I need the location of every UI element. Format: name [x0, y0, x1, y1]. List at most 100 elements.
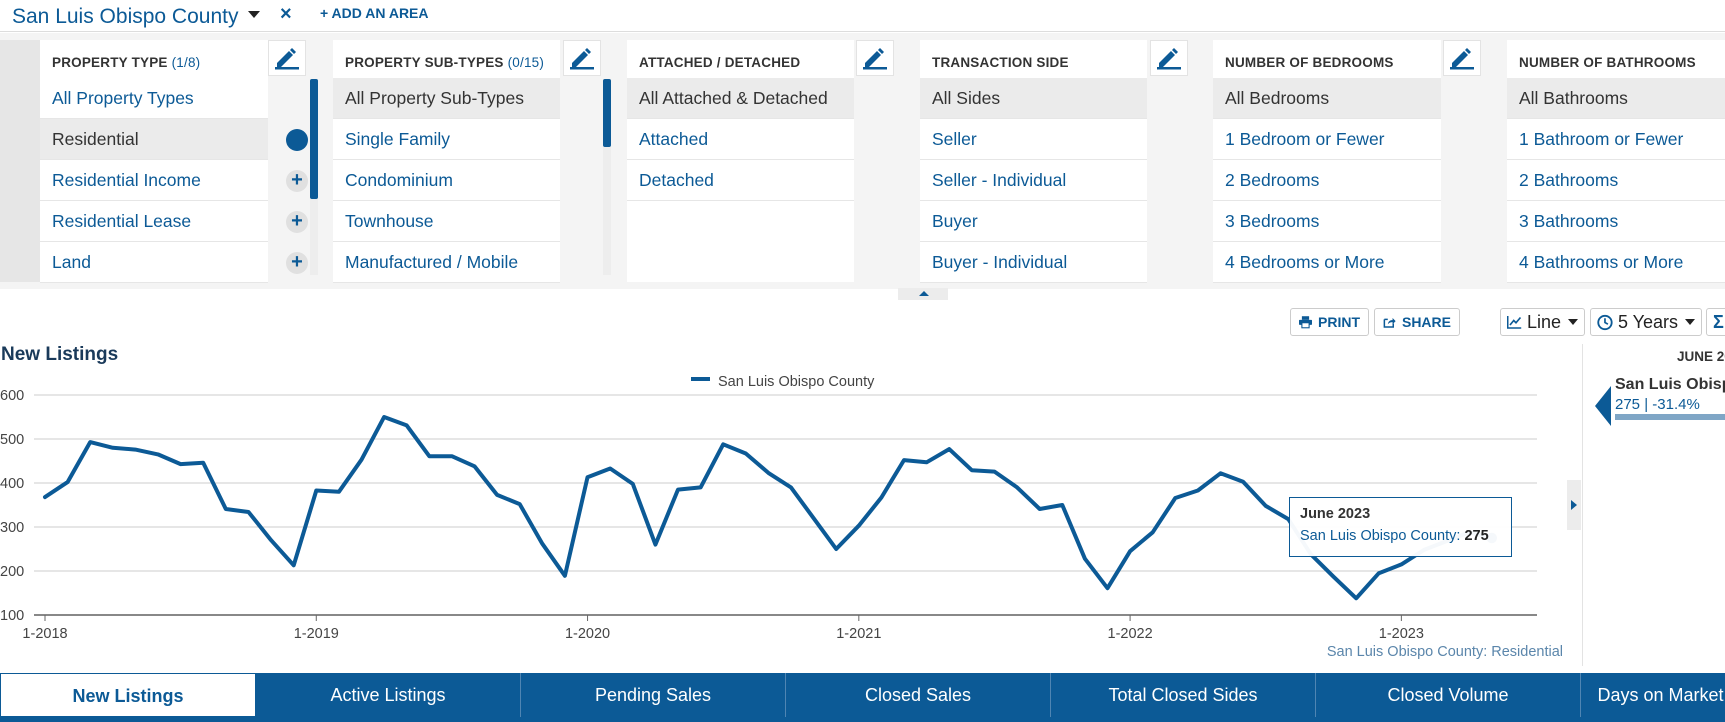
- filter-option[interactable]: Attached: [627, 119, 854, 160]
- print-label: PRINT: [1318, 314, 1360, 330]
- filter-option[interactable]: All Property Types: [40, 78, 268, 119]
- tab-new-listings[interactable]: New Listings: [0, 673, 256, 717]
- edit-filter-button[interactable]: [563, 40, 601, 76]
- filter-panel-edge: [0, 40, 40, 282]
- chevron-down-icon[interactable]: [248, 11, 260, 18]
- edit-filter-button[interactable]: [268, 40, 306, 76]
- filter-scrollbar[interactable]: [310, 79, 318, 275]
- filter-option[interactable]: 2 Bedrooms: [1213, 160, 1441, 201]
- line-chart-icon: [1507, 316, 1522, 329]
- period-select[interactable]: 5 Years: [1590, 308, 1702, 336]
- scrollbar-thumb[interactable]: [603, 79, 611, 147]
- filter-option-label: Manufactured / Mobile: [345, 252, 519, 272]
- tab-days-on-market[interactable]: Days on Market: [1581, 673, 1725, 717]
- filter-option-label: 3 Bathrooms: [1519, 211, 1619, 231]
- x-tick-label: 1-2019: [294, 626, 339, 642]
- tab-closed-volume[interactable]: Closed Volume: [1316, 673, 1581, 717]
- sum-select[interactable]: Σ: [1706, 308, 1725, 336]
- filter-option-label: Seller - Individual: [932, 170, 1067, 190]
- y-tick-label: 600: [0, 388, 24, 404]
- add-filter-button[interactable]: +: [286, 170, 308, 192]
- filter-option[interactable]: 3 Bathrooms: [1507, 201, 1725, 242]
- print-button[interactable]: PRINT: [1290, 308, 1369, 336]
- filter-option[interactable]: Residential Income +: [40, 160, 308, 201]
- chart-type-select[interactable]: Line: [1500, 308, 1585, 336]
- filter-option[interactable]: Seller: [920, 119, 1147, 160]
- filter-column: NUMBER OF BEDROOMS All Bedrooms 1 Bedroom …: [1213, 40, 1441, 283]
- edit-filter-button[interactable]: [1150, 40, 1188, 76]
- side-panel-toggle[interactable]: [1567, 480, 1581, 530]
- tab-closed-sales[interactable]: Closed Sales: [786, 673, 1051, 717]
- tab-active-listings[interactable]: Active Listings: [256, 673, 521, 717]
- filter-option-label: 1 Bedroom or Fewer: [1225, 129, 1385, 149]
- pencil-icon: [1450, 48, 1474, 70]
- filter-option[interactable]: Residential Lease +: [40, 201, 308, 242]
- share-button[interactable]: SHARE: [1374, 308, 1460, 336]
- edit-filter-button[interactable]: [1443, 40, 1481, 76]
- add-filter-button[interactable]: +: [286, 252, 308, 274]
- filter-option-label: 4 Bathrooms or More: [1519, 252, 1684, 272]
- filter-option-label: Residential Lease: [52, 211, 192, 231]
- filter-option[interactable]: Townhouse: [333, 201, 560, 242]
- filter-option-label: Seller: [932, 129, 977, 149]
- sigma-icon: Σ: [1713, 311, 1724, 332]
- pencil-icon: [1157, 48, 1181, 70]
- pointer-arrow-icon: [1595, 386, 1611, 426]
- filter-column-title: NUMBER OF BEDROOMS: [1225, 55, 1394, 70]
- filter-option-label: 1 Bathroom or Fewer: [1519, 129, 1684, 149]
- filter-option[interactable]: 4 Bathrooms or More: [1507, 242, 1725, 283]
- filter-option-label: All Sides: [932, 88, 1001, 108]
- filter-column: NUMBER OF BATHROOMS All Bathrooms 1 Bathro…: [1507, 40, 1725, 283]
- remove-area-button[interactable]: ×: [280, 3, 292, 25]
- edit-filter-button[interactable]: [856, 40, 894, 76]
- filter-panel: PROPERTY TYPE (1/8) All Property Types Res…: [0, 33, 1725, 289]
- filter-option[interactable]: Manufactured / Mobile: [333, 242, 560, 283]
- filter-option-label: All Bedrooms: [1225, 88, 1330, 108]
- add-filter-button[interactable]: +: [286, 211, 308, 233]
- filter-option[interactable]: 4 Bedrooms or More: [1213, 242, 1441, 283]
- add-area-button[interactable]: + ADD AN AREA: [320, 5, 429, 21]
- filter-option[interactable]: All Property Sub-Types: [333, 78, 560, 119]
- filter-column-header: NUMBER OF BEDROOMS: [1213, 40, 1441, 78]
- filter-option-label: All Property Types: [52, 88, 194, 108]
- filter-option[interactable]: 1 Bathroom or Fewer: [1507, 119, 1725, 160]
- filter-option[interactable]: 1 Bedroom or Fewer: [1213, 119, 1441, 160]
- filter-option[interactable]: All Sides: [920, 78, 1147, 119]
- filter-option[interactable]: 3 Bedrooms: [1213, 201, 1441, 242]
- area-select[interactable]: San Luis Obispo County: [12, 5, 239, 28]
- filter-option[interactable]: Buyer: [920, 201, 1147, 242]
- metric-tabs: New Listings Active Listings Pending Sales…: [0, 673, 1725, 722]
- filter-scrollbar[interactable]: [603, 79, 611, 275]
- filter-option[interactable]: Land +: [40, 242, 308, 283]
- filter-option-label: Buyer - Individual: [932, 252, 1068, 272]
- filter-column: TRANSACTION SIDE All Sides Seller Seller - …: [920, 40, 1147, 283]
- filter-option-label: Single Family: [345, 129, 451, 149]
- filter-option-label: Residential: [52, 129, 139, 149]
- filter-option[interactable]: Condominium: [333, 160, 560, 201]
- filter-column-header: NUMBER OF BATHROOMS: [1507, 40, 1725, 78]
- area-bar: San Luis Obispo County × + ADD AN AREA: [0, 0, 1725, 32]
- collapse-filters-button[interactable]: [898, 288, 948, 300]
- tab-pending-sales[interactable]: Pending Sales: [521, 673, 786, 717]
- filter-option-label: All Attached & Detached: [639, 88, 828, 108]
- filter-count: (0/15): [507, 55, 545, 70]
- filter-option[interactable]: Single Family: [333, 119, 560, 160]
- filter-option-label: Condominium: [345, 170, 453, 190]
- filter-option[interactable]: All Bedrooms: [1213, 78, 1441, 119]
- filter-option-label: Land: [52, 252, 91, 272]
- filter-title-text: TRANSACTION SIDE: [932, 55, 1069, 70]
- filter-option[interactable]: Residential: [40, 119, 308, 160]
- filter-option[interactable]: 2 Bathrooms: [1507, 160, 1725, 201]
- filter-option[interactable]: Seller - Individual: [920, 160, 1147, 201]
- clock-icon: [1597, 314, 1613, 330]
- filter-option[interactable]: All Bathrooms: [1507, 78, 1725, 119]
- filter-option[interactable]: Detached: [627, 160, 854, 201]
- tab-total-closed-sides[interactable]: Total Closed Sides: [1051, 673, 1316, 717]
- selected-dot-icon[interactable]: [286, 129, 308, 151]
- filter-column-header: TRANSACTION SIDE: [920, 40, 1147, 78]
- filter-option[interactable]: Buyer - Individual: [920, 242, 1147, 283]
- y-tick-label: 400: [0, 476, 24, 492]
- filter-option-label: Detached: [639, 170, 714, 190]
- filter-option[interactable]: All Attached & Detached: [627, 78, 854, 119]
- scrollbar-thumb[interactable]: [310, 79, 318, 199]
